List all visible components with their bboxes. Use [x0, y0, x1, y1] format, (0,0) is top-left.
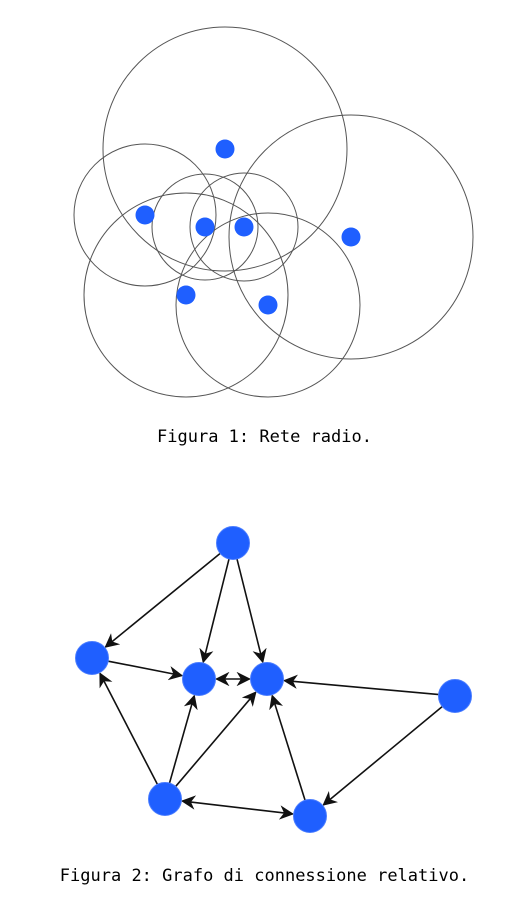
graph-node-b: [75, 641, 109, 675]
radio-node-n7: [258, 295, 278, 315]
edge-a-b: [104, 551, 223, 648]
figure-1-caption: Figura 1: Rete radio.: [157, 427, 372, 447]
edge-f-g: [180, 795, 295, 820]
radio-node-n4: [234, 217, 254, 237]
graph-node-a: [216, 526, 250, 560]
graph-node-g: [293, 799, 327, 833]
radio-node-n1: [215, 139, 235, 159]
range-circle-n4: [189, 172, 299, 282]
radio-node-n3: [195, 217, 215, 237]
graph-edges: [99, 551, 445, 820]
graph-node-f: [148, 782, 182, 816]
radio-node-n5: [341, 227, 361, 247]
graph-node-c: [182, 662, 216, 696]
edge-f-d: [173, 691, 257, 789]
range-circle-n2: [73, 143, 217, 287]
edge-a-d: [235, 556, 267, 664]
range-circle-n1: [102, 26, 348, 272]
figure-2-caption: Figura 2: Grafo di connessione relativo.: [59, 866, 470, 886]
edge-f-b: [99, 672, 160, 787]
edge-a-c: [199, 556, 231, 664]
graph-nodes: [75, 526, 472, 833]
graph-node-d: [250, 662, 284, 696]
range-circle-n5: [228, 114, 474, 360]
radio-nodes: [135, 139, 361, 315]
graph-node-e: [438, 679, 472, 713]
range-circle-n6: [83, 192, 289, 398]
edge-e-g: [322, 704, 445, 806]
connection-graph-figure: [75, 526, 472, 833]
radio-network-figure: [73, 26, 474, 398]
edge-g-d: [269, 694, 307, 803]
range-circle-n3: [151, 173, 259, 281]
radio-node-n6: [176, 285, 196, 305]
radio-range-circles: [73, 26, 474, 398]
range-circle-n7: [175, 212, 361, 398]
edge-f-c: [168, 694, 198, 786]
radio-node-n2: [135, 205, 155, 225]
edge-e-d: [282, 674, 441, 696]
edge-b-c: [106, 660, 184, 681]
